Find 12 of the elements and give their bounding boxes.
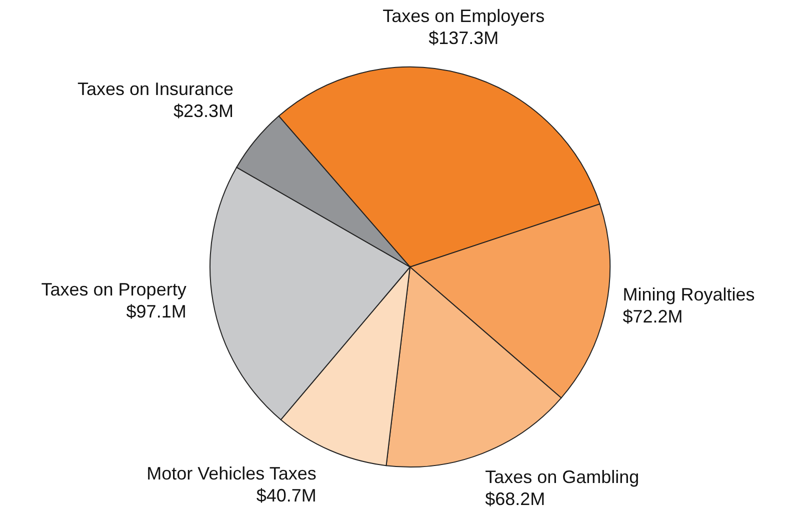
- data-label: $97.1M: [126, 301, 186, 322]
- data-label: $72.2M: [622, 306, 683, 326]
- slice-label: Motor Vehicles Taxes: [146, 464, 316, 484]
- data-label: $23.3M: [174, 100, 234, 121]
- data-label: $137.3M: [428, 28, 499, 48]
- slice-label: Taxes on Insurance: [77, 78, 234, 99]
- slice-label: Taxes on Gambling: [485, 467, 640, 488]
- slice-label: Taxes on Employers: [382, 6, 545, 26]
- slice-label: Taxes on Property: [41, 279, 186, 300]
- data-label: $40.7M: [256, 486, 316, 506]
- data-label: $68.2M: [485, 489, 546, 510]
- slice-label: Mining Royalties: [622, 284, 755, 304]
